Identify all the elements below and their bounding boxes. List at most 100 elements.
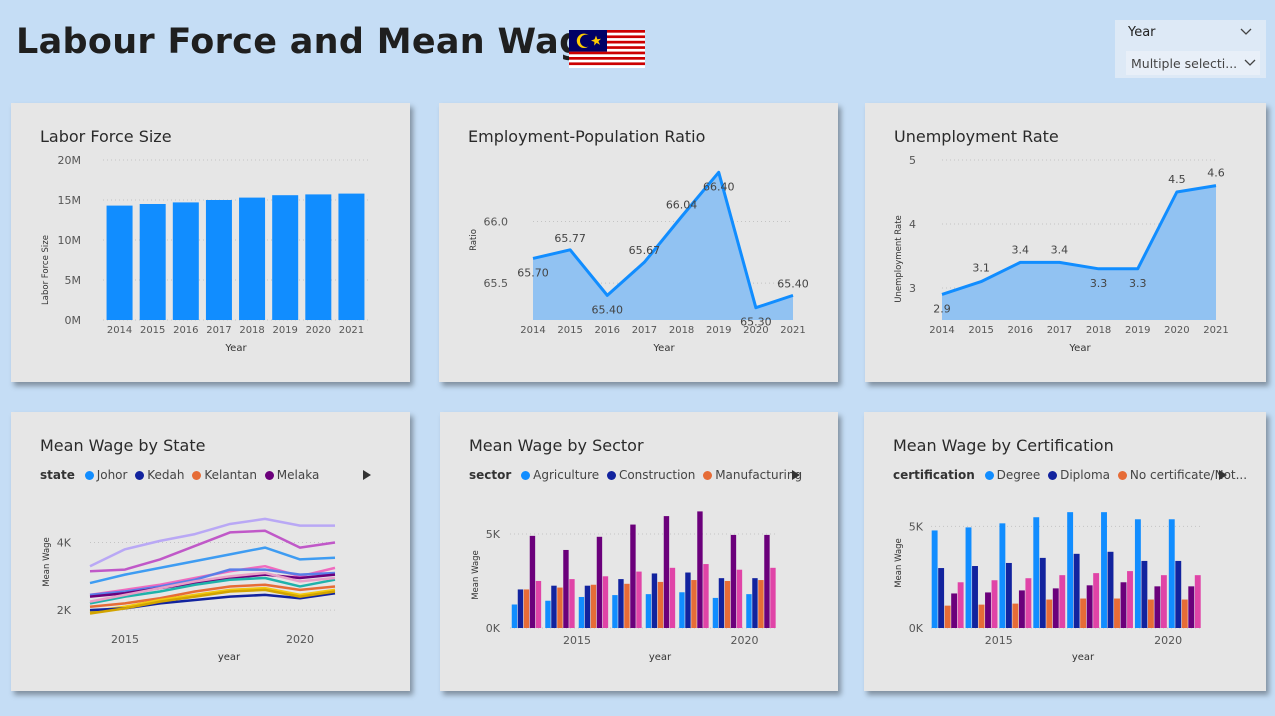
bar: [636, 571, 642, 628]
year-slicer[interactable]: Year Multiple selecti...: [1115, 20, 1266, 78]
wage-sector-chart: 0K 5K year Mean Wage 2015 2020: [471, 511, 778, 663]
y-tick-label: 0K: [486, 622, 501, 635]
bar: [1154, 586, 1161, 628]
chart-title: Employment-Population Ratio: [468, 127, 706, 146]
series-line: [89, 576, 336, 605]
legend-title: sector: [469, 468, 512, 482]
x-tick-label: 2016: [595, 325, 620, 336]
legend-item[interactable]: Construction: [606, 468, 695, 482]
bar: [770, 567, 776, 628]
bar: [557, 587, 563, 628]
x-tick-label: 2014: [107, 325, 132, 336]
data-label: 3.3: [1090, 277, 1108, 290]
bar: [645, 594, 652, 628]
y-axis-title: Ratio: [469, 229, 479, 251]
bar: [712, 597, 719, 628]
bar: [1101, 512, 1107, 628]
bar: [602, 576, 609, 628]
x-axis-title: year: [1072, 652, 1095, 663]
employment-ratio-panel[interactable]: Employment-Population Ratio 65.5 66.0 Year…: [439, 103, 838, 382]
bar: [1086, 585, 1093, 628]
wage-state-panel[interactable]: Mean Wage by State state Johor Kedah Kel…: [11, 412, 410, 691]
bar: [764, 534, 770, 628]
data-label: 66.04: [666, 199, 698, 212]
bar: [718, 578, 725, 628]
y-tick-label: 15M: [58, 194, 82, 207]
play-right-icon[interactable]: [1219, 470, 1227, 480]
bar: [944, 605, 951, 628]
data-label: 4.6: [1207, 167, 1225, 180]
chart-title: Unemployment Rate: [894, 127, 1059, 146]
play-right-icon[interactable]: [792, 470, 800, 480]
bar: [978, 604, 985, 628]
wage-cert-chart: 0K 5K year Mean Wage 2015 2020: [894, 512, 1202, 663]
legend-item[interactable]: No certificate/Not...: [1117, 468, 1247, 482]
bar: [305, 194, 332, 320]
bar: [1160, 575, 1167, 628]
y-tick-label: 10M: [58, 234, 82, 247]
bar: [951, 593, 958, 628]
bar: [657, 581, 664, 628]
chevron-down-icon: [1244, 59, 1256, 66]
bar: [1141, 560, 1148, 628]
legend-item[interactable]: Kedah: [135, 468, 185, 482]
bar: [669, 567, 676, 628]
series-line: [89, 586, 336, 614]
data-label: 65.70: [517, 266, 549, 279]
slicer-label: Year: [1128, 25, 1156, 40]
wage-cert-panel[interactable]: Mean Wage by Certification certification…: [864, 412, 1266, 691]
data-label: 2.9: [933, 302, 951, 315]
play-right-icon[interactable]: [363, 470, 371, 480]
series-line: [89, 546, 336, 585]
bar: [1080, 598, 1087, 628]
legend-item[interactable]: Diploma: [1048, 468, 1110, 482]
bar: [205, 200, 232, 320]
x-tick-label: 2015: [557, 325, 582, 336]
x-tick-label: 2021: [1203, 325, 1228, 336]
bar: [511, 604, 518, 628]
chart-legend: certification Degree Diploma No certific…: [893, 468, 1251, 482]
legend-item[interactable]: Johor: [84, 468, 127, 482]
y-tick-label: 65.5: [484, 277, 509, 290]
bar: [752, 578, 758, 628]
wage-sector-panel[interactable]: Mean Wage by Sector sector Agriculture C…: [440, 412, 838, 691]
legend-item[interactable]: Manufacturing: [703, 468, 802, 482]
bar: [551, 585, 557, 628]
legend-item[interactable]: Degree: [984, 468, 1040, 482]
bar: [1175, 560, 1182, 628]
page-title: Labour Force and Mean Wage: [16, 22, 609, 62]
chevron-down-icon[interactable]: [1240, 28, 1252, 36]
y-tick-label: 4: [909, 218, 916, 231]
y-tick-label: 66.0: [484, 216, 509, 229]
bar: [1134, 519, 1141, 628]
wage-state-chart: 2K 4K year Mean Wage 2015 2020: [42, 517, 336, 663]
x-tick-label: 2015: [111, 633, 139, 646]
bar: [630, 524, 636, 628]
series-line: [89, 588, 336, 615]
x-tick-label: 2017: [1047, 325, 1072, 336]
bar: [545, 600, 551, 628]
bar: [578, 596, 585, 628]
x-tick-label: 2018: [669, 325, 694, 336]
labor-force-panel[interactable]: Labor Force Size 0M 5M 10M 15M 20M Year Labor …: [11, 103, 410, 382]
bar: [1059, 575, 1066, 628]
unemployment-panel[interactable]: Unemployment Rate 3 4 5 Year Unemployment Ra…: [865, 103, 1266, 382]
bar: [965, 527, 972, 628]
bar: [517, 589, 524, 628]
bar: [931, 530, 938, 628]
slicer-dropdown[interactable]: Multiple selecti...: [1126, 51, 1260, 75]
y-tick-label: 5M: [65, 274, 82, 287]
y-axis-title: Labor Force Size: [41, 235, 51, 305]
y-axis-title: Mean Wage: [894, 538, 904, 588]
bar: [529, 535, 536, 628]
legend-item[interactable]: Melaka: [264, 468, 319, 482]
x-tick-label: 2018: [1086, 325, 1111, 336]
bar: [697, 511, 703, 628]
bar: [938, 568, 945, 628]
legend-item[interactable]: Kelantan: [192, 468, 257, 482]
chart-legend: state Johor Kedah Kelantan Melaka: [40, 468, 323, 482]
legend-item[interactable]: Agriculture: [521, 468, 599, 482]
bar: [1127, 571, 1133, 628]
chart-title: Mean Wage by Sector: [469, 436, 644, 455]
bar: [663, 516, 670, 628]
